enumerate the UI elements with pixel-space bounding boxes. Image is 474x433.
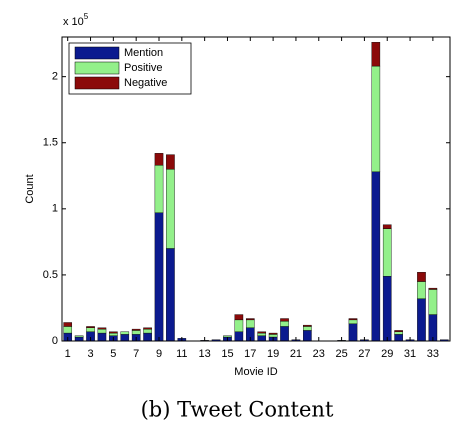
x-tick-label: 19 bbox=[267, 348, 279, 360]
bar-segment bbox=[234, 314, 244, 321]
bar-segment bbox=[109, 331, 118, 334]
legend-swatch bbox=[74, 61, 120, 75]
caption: (b) Tweet Content bbox=[141, 398, 334, 422]
x-tick-label: 31 bbox=[404, 348, 416, 360]
x-tick-label: 13 bbox=[199, 348, 211, 360]
bar-segment bbox=[394, 330, 403, 332]
bar-segment bbox=[166, 248, 175, 342]
bar-segment bbox=[154, 165, 164, 213]
bar-segment bbox=[245, 318, 255, 321]
bar-segment bbox=[120, 334, 130, 342]
bar-segment bbox=[166, 154, 175, 170]
bar-segment bbox=[143, 328, 152, 334]
bar-segment bbox=[382, 276, 392, 342]
x-tick-label: 5 bbox=[110, 348, 116, 360]
x-tick-label: 25 bbox=[335, 348, 347, 360]
y-tick-label: 2 bbox=[52, 71, 58, 83]
bar-segment bbox=[268, 334, 278, 338]
x-tick-label: 17 bbox=[244, 348, 256, 360]
bar-segment bbox=[97, 327, 107, 330]
bar-segment bbox=[97, 328, 107, 334]
bar-segment bbox=[257, 332, 267, 336]
x-axis-label: Movie ID bbox=[234, 366, 277, 378]
bar-segment bbox=[234, 319, 244, 332]
bar-segment bbox=[63, 326, 73, 334]
x-tick-label: 15 bbox=[221, 348, 233, 360]
bar-segment bbox=[245, 319, 255, 328]
bar-segment bbox=[143, 332, 152, 342]
bar-segment bbox=[74, 335, 84, 338]
x-tick-label: 7 bbox=[133, 348, 139, 360]
y-multiplier: x 105 bbox=[63, 12, 89, 28]
bar-segment bbox=[348, 323, 358, 342]
bar-segment bbox=[109, 332, 118, 336]
bar-segment bbox=[348, 318, 358, 321]
bar-segment bbox=[417, 298, 426, 342]
legend-label: Mention bbox=[124, 47, 163, 59]
bar-segment bbox=[223, 335, 232, 338]
x-tick-label: 23 bbox=[313, 348, 325, 360]
bar-segment bbox=[303, 324, 312, 327]
bar-segment bbox=[303, 330, 312, 342]
y-multiplier-base: x 10 bbox=[63, 16, 84, 28]
x-tick-label: 3 bbox=[87, 348, 93, 360]
x-tick-label: 1 bbox=[65, 348, 71, 360]
x-tick-label: 21 bbox=[290, 348, 302, 360]
bar-segment bbox=[154, 153, 164, 166]
bar-segment bbox=[166, 168, 175, 249]
y-tick-label: 1.5 bbox=[43, 137, 58, 149]
bar-segment bbox=[86, 327, 95, 332]
bar-segment bbox=[131, 328, 141, 331]
bar-segment bbox=[417, 272, 426, 282]
bar-segment bbox=[143, 327, 152, 330]
bar-segment bbox=[257, 335, 267, 342]
bar-segment bbox=[120, 331, 130, 335]
legend-label: Negative bbox=[124, 77, 167, 89]
bar-segment bbox=[371, 65, 381, 173]
bar-segment bbox=[371, 42, 381, 67]
bar-segment bbox=[74, 336, 84, 342]
x-tick-label: 33 bbox=[427, 348, 439, 360]
bar-segment bbox=[417, 281, 426, 299]
y-tick-label: 0.5 bbox=[43, 269, 58, 281]
bar-segment bbox=[131, 330, 141, 335]
x-tick-label: 11 bbox=[176, 348, 187, 360]
bar-segment bbox=[348, 319, 358, 325]
bar-segment bbox=[382, 228, 392, 277]
bar-segment bbox=[257, 331, 267, 334]
bar-segment bbox=[280, 318, 289, 322]
y-tick-label: 1 bbox=[52, 203, 58, 215]
bar-segment bbox=[280, 320, 289, 327]
bar-segment bbox=[428, 287, 438, 290]
bar-segment bbox=[428, 289, 438, 315]
bar-segment bbox=[303, 326, 312, 331]
x-tick-label: 29 bbox=[381, 348, 393, 360]
legend-swatch bbox=[74, 76, 120, 90]
x-tick-label: 9 bbox=[156, 348, 162, 360]
bar-segment bbox=[63, 322, 73, 327]
legend-swatch bbox=[74, 46, 120, 60]
bar-segment bbox=[394, 331, 403, 335]
y-axis-label: Count bbox=[24, 174, 36, 203]
bar-segment bbox=[280, 326, 289, 342]
y-multiplier-exponent: 5 bbox=[84, 12, 89, 21]
bar-segment bbox=[382, 224, 392, 229]
x-tick-label: 27 bbox=[358, 348, 370, 360]
plot-frame bbox=[61, 36, 451, 342]
bar-segment bbox=[371, 171, 381, 342]
bar-segment bbox=[234, 331, 244, 342]
y-tick-label: 0 bbox=[52, 335, 58, 347]
bar-segment bbox=[268, 332, 278, 335]
bar-segment bbox=[154, 212, 164, 342]
bar-segment bbox=[394, 334, 403, 342]
legend-label: Positive bbox=[124, 62, 163, 74]
bar-segment bbox=[97, 332, 107, 342]
bar-segment bbox=[86, 326, 95, 328]
